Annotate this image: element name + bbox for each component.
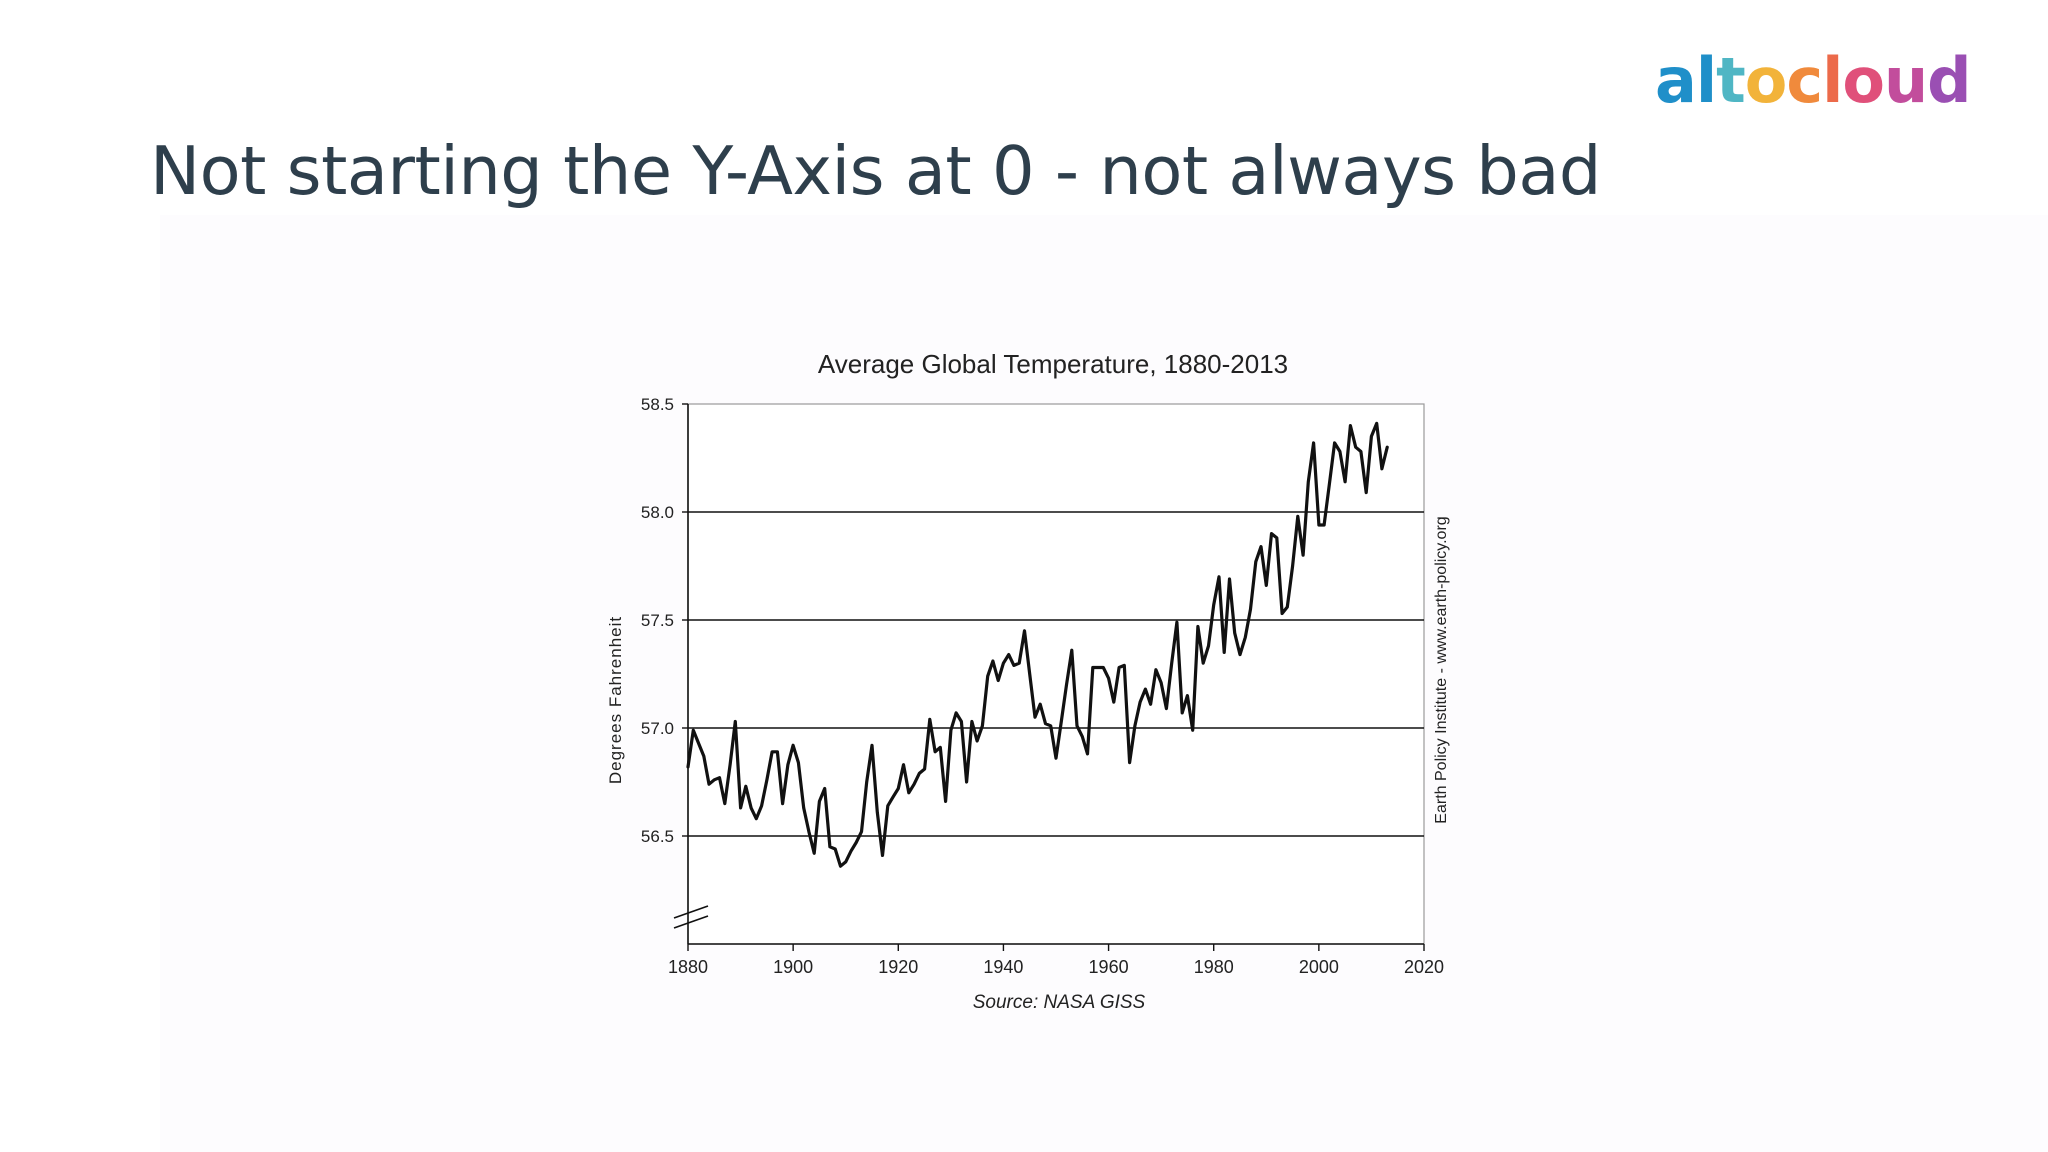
logo-letter: t (1716, 44, 1746, 117)
temperature-line (686, 421, 1389, 868)
logo-letter: u (1884, 44, 1928, 117)
logo-letter: d (1927, 44, 1971, 117)
altocloud-logo: altocloud (1655, 44, 1972, 117)
y-tick-label: 57.0 (641, 719, 674, 738)
x-tick-label: 2000 (1299, 957, 1339, 977)
x-tick-labels: 1880 1900 1920 1940 1960 1980 2000 2020 (668, 957, 1444, 977)
y-tick-label: 56.5 (641, 827, 674, 846)
axis-break-mark (673, 905, 709, 919)
x-tick-label: 1880 (668, 957, 708, 977)
logo-letter: l (1822, 44, 1843, 117)
plot-frame (687, 403, 1425, 945)
x-tick-label: 1960 (1089, 957, 1129, 977)
y-tick-labels: 56.5 57.0 57.5 58.0 58.5 (641, 395, 674, 846)
chart-title: Average Global Temperature, 1880-2013 (818, 349, 1288, 379)
x-tick-label: 1920 (878, 957, 918, 977)
chart-series (686, 421, 1389, 868)
axis-break-mark (673, 915, 709, 929)
chart-gridlines (673, 403, 1425, 951)
slide-title: Not starting the Y-Axis at 0 - not alway… (150, 132, 1601, 210)
y-tick-label: 57.5 (641, 611, 674, 630)
x-tick-label: 1940 (983, 957, 1023, 977)
logo-letter: o (1744, 44, 1788, 117)
y-tick-label: 58.5 (641, 395, 674, 414)
x-axis-source-label: Source: NASA GISS (973, 992, 1146, 1013)
logo-letter: l (1695, 44, 1717, 117)
x-tick-label: 1900 (773, 957, 813, 977)
x-tick-label: 1980 (1194, 957, 1234, 977)
y-axis-label: Degrees Fahrenheit (606, 616, 625, 784)
x-tick-label: 2020 (1404, 957, 1444, 977)
logo-letter: c (1786, 44, 1823, 117)
source-attribution-label: Earth Policy Institute - www.earth-polic… (1433, 516, 1450, 823)
logo-letter: a (1655, 44, 1697, 117)
y-tick-label: 58.0 (641, 503, 674, 522)
logo-letter: o (1842, 44, 1885, 117)
